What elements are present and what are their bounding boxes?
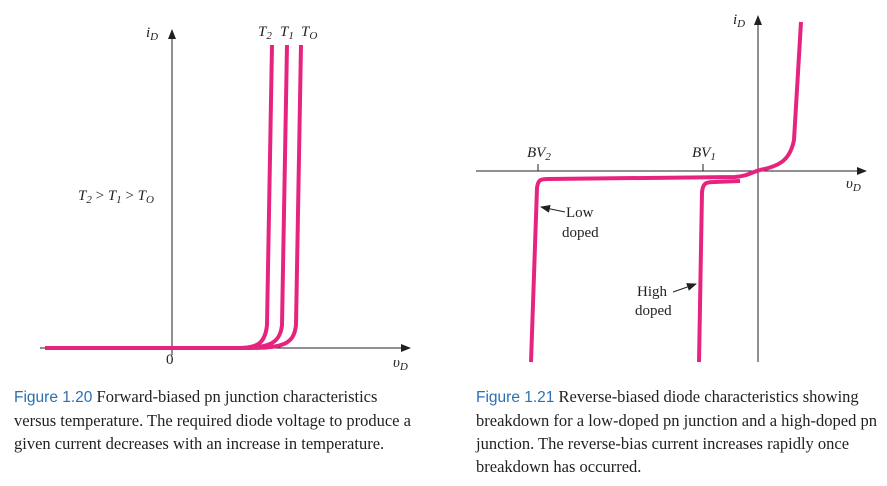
curve-label-t2: T2 [258,24,272,42]
curve-t0 [244,44,303,350]
caption-number-1-21: Figure 1.21 [476,389,555,406]
low-doped-label-1: Low [566,205,594,221]
curve-label-t0: TO [301,24,317,42]
low-doped-arrow [540,204,566,213]
caption-text-1-21: Reverse-biased diode characteristics sho… [476,387,877,476]
bv2-label: BV2 [527,145,551,163]
curve-t1 [234,44,289,350]
caption-figure-1-20: Figure 1.20 Forward-biased pn junction c… [14,385,414,455]
low-doped-label-2: doped [562,225,599,241]
caption-figure-1-21: Figure 1.21 Reverse-biased diode charact… [476,385,881,478]
figure-right: iD υD BV2 BV1 Low doped High doped [476,12,867,363]
right-y-axis-label: iD [733,12,745,30]
figure-left: iD υD 0 T2 T1 TO T2 > T1 > TO [40,24,411,373]
left-x-axis-label: υD [393,355,408,373]
curve-forward [759,21,803,172]
curve-low-doped [529,168,761,363]
temperature-relation: T2 > T1 > TO [78,188,154,206]
curve-high-doped [697,179,741,363]
bv1-label: BV1 [692,145,716,163]
origin-label: 0 [166,352,174,368]
high-doped-label-1: High [637,284,668,300]
caption-text-1-20: Forward-biased pn junction characteristi… [14,387,411,453]
high-doped-label-2: doped [635,303,672,319]
high-doped-arrow [672,283,697,293]
caption-number-1-20: Figure 1.20 [14,389,93,406]
right-x-axis-label: υD [846,176,861,194]
left-y-axis-label: iD [146,25,158,43]
curve-label-t1: T1 [280,24,294,42]
